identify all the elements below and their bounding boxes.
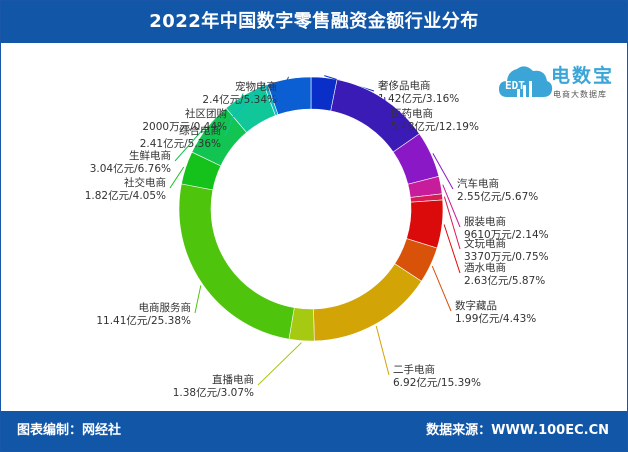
slice-value-2: 5.48亿元/12.19%: [391, 120, 479, 133]
chart-title: 2022年中国数字零售融资金额行业分布: [149, 11, 479, 32]
slice-label-9: 直播电商: [212, 373, 254, 386]
slice-value-7: 1.99亿元/4.43%: [455, 312, 536, 325]
slice-value-12: 3.04亿元/6.76%: [90, 162, 171, 175]
slice-value-15: 2.4亿元/5.34%: [202, 93, 277, 106]
footer-credit: 图表编制：网经社: [17, 423, 122, 438]
slice-10: [178, 183, 295, 340]
footer-source: 数据来源：WWW.100EC.CN: [426, 423, 609, 438]
slice-label-2: 医药电商: [391, 107, 433, 120]
slice-label-15: 宠物电商: [235, 80, 277, 93]
leader-line-6: [443, 224, 461, 274]
slice-label-8: 二手电商: [393, 363, 435, 376]
slice-label-10: 电商服务商: [139, 301, 192, 314]
leader-line-11: [169, 166, 185, 189]
cloud-logo-icon: [499, 66, 553, 97]
leader-line-9: [257, 342, 302, 386]
slice-value-13: 2.41亿元/5.36%: [140, 137, 221, 150]
brand-logo: EDT 电数宝 电商大数据库: [497, 59, 617, 109]
slice-value-4: 9610万元/2.14%: [464, 229, 549, 241]
slice-value-8: 6.92亿元/15.39%: [393, 376, 481, 389]
leader-line-13: [224, 93, 244, 137]
logo-subtitle: 电商大数据库: [553, 90, 607, 99]
slice-15: [267, 76, 312, 115]
slice-value-6: 2.63亿元/5.87%: [464, 274, 545, 287]
leader-line-4: [442, 184, 461, 228]
leader-line-8: [375, 325, 390, 376]
leader-line-12: [174, 126, 206, 162]
logo-name: 电数宝: [551, 65, 615, 87]
slice-label-7: 数字藏品: [455, 299, 497, 312]
leader-line-7: [431, 265, 452, 312]
slice-8: [313, 263, 422, 342]
slice-value-14: 2000万元/0.44%: [142, 121, 227, 133]
header-bar: 2022年中国数字零售融资金额行业分布: [1, 1, 627, 43]
leader-line-3: [432, 153, 454, 190]
slice-label-12: 生鲜电商: [129, 149, 171, 162]
slice-value-1: 1.42亿元/3.16%: [378, 92, 459, 105]
leader-line-15: [280, 76, 290, 93]
slice-label-11: 社交电商: [124, 176, 166, 189]
slice-value-3: 2.55亿元/5.67%: [457, 190, 538, 203]
slice-value-9: 1.38亿元/3.07%: [173, 386, 254, 399]
slice-label-13: 综合电商: [179, 124, 221, 137]
leader-line-10: [194, 285, 202, 314]
footer-bar: 图表编制：网经社 数据来源：WWW.100EC.CN: [1, 411, 627, 451]
logo-mark-text: EDT: [505, 79, 525, 92]
slice-label-3: 汽车电商: [457, 177, 499, 190]
slice-value-10: 11.41亿元/25.38%: [96, 314, 191, 327]
leader-line-14: [230, 82, 266, 120]
slice-label-6: 酒水电商: [464, 261, 506, 274]
slice-label-14: 社区团购: [185, 107, 227, 120]
slice-label-5: 文玩电商: [464, 237, 506, 250]
slice-value-11: 1.82亿元/4.05%: [85, 189, 166, 202]
leader-line-2: [384, 96, 388, 120]
slice-label-1: 奢侈品电商: [378, 79, 431, 92]
donut-chart: 奢侈品电商1.42亿元/3.16%医药电商5.48亿元/12.19%汽车电商2.…: [85, 75, 549, 399]
slice-label-4: 服装电商: [464, 215, 506, 228]
leader-line-5: [443, 196, 461, 250]
slice-value-5: 3370万元/0.75%: [464, 251, 549, 263]
